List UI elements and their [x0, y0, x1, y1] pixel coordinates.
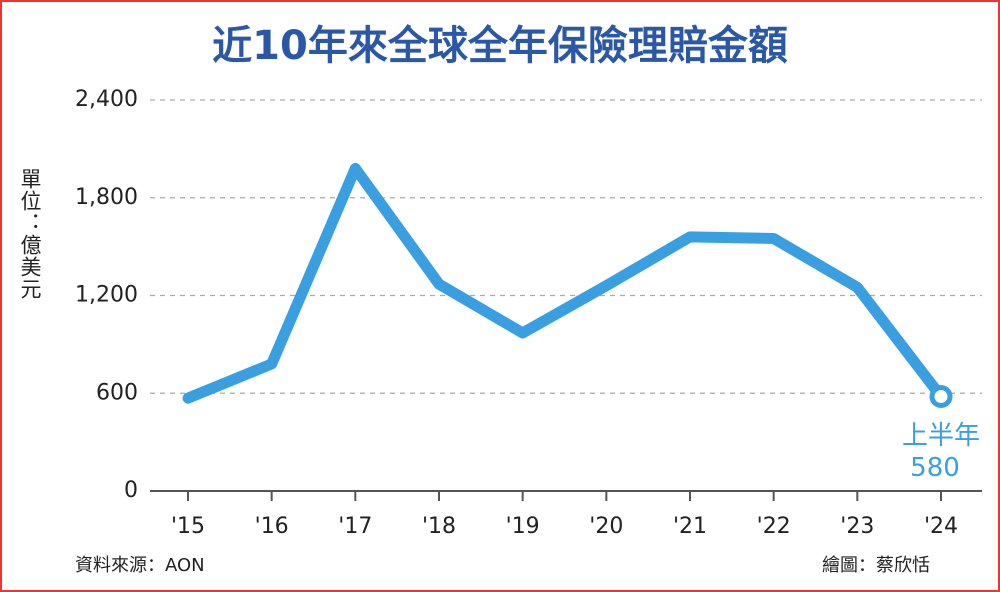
y-tick-label: 600	[96, 380, 138, 405]
x-tick-label: '17	[338, 514, 372, 539]
source: 資料來源：AON	[75, 555, 205, 576]
y-tick-label: 2,400	[75, 87, 138, 112]
y-tick-label: 1,800	[75, 185, 138, 210]
end-marker	[929, 385, 953, 409]
y-axis-label: 單位：億美元	[18, 168, 42, 300]
x-tick-label: '18	[422, 514, 456, 539]
x-tick-label: '20	[589, 514, 623, 539]
x-tick-label: '22	[757, 514, 791, 539]
x-tick-label: '21	[673, 514, 707, 539]
line	[182, 162, 947, 404]
data-label: 580	[910, 453, 960, 483]
x-tick-label: '24	[924, 514, 958, 539]
y-tick-label: 1,200	[75, 283, 138, 308]
x-tick-label: '23	[840, 514, 874, 539]
annotation: 上半年	[902, 421, 980, 451]
x-tick-label: '15	[171, 514, 205, 539]
chart-title: 近10年來全球全年保險理賠金額	[212, 23, 788, 69]
x-tick-label: '19	[506, 514, 540, 539]
y-tick-label: 0	[124, 478, 138, 503]
credit: 繪圖：蔡欣恬	[822, 555, 930, 576]
x-tick-label: '16	[255, 514, 289, 539]
